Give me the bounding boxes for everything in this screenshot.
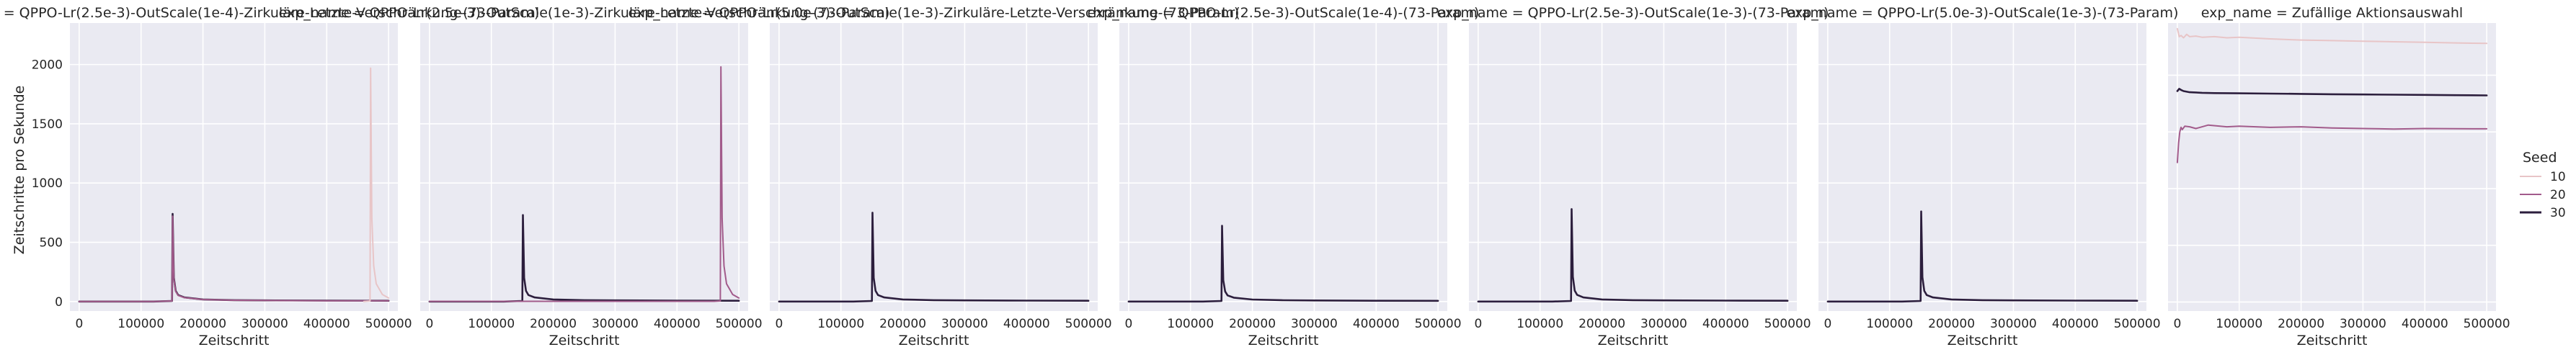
x-tick-label: 300000 bbox=[1640, 317, 1687, 331]
x-tick-label: 100000 bbox=[2216, 317, 2262, 331]
x-tick-label: 100000 bbox=[817, 317, 864, 331]
panel-title: exp_name = QPPO-Lr(2.5e-3)-OutScale(1e-4… bbox=[1088, 5, 1480, 21]
x-tick-label: 0 bbox=[1124, 317, 1132, 331]
x-axis-label: Zeitschritt bbox=[899, 333, 969, 348]
panel-title: exp_name = QPPO-Lr(5.0e-3)-OutScale(1e-3… bbox=[629, 5, 1240, 21]
plot-area bbox=[70, 23, 398, 311]
legend-label-seed-20: 20 bbox=[2550, 188, 2566, 202]
x-tick-label: 200000 bbox=[1928, 317, 1975, 331]
panel-7: 0 100000 200000 300000 400000 500000 exp_name … bbox=[2168, 5, 2510, 348]
x-axis-label: Zeitschritt bbox=[199, 333, 270, 348]
x-axis-label: Zeitschritt bbox=[549, 333, 620, 348]
plot-area bbox=[770, 23, 1098, 311]
panel-1: 0 100000 200000 300000 400000 500000 0 500 1000 1… bbox=[0, 5, 539, 348]
series-line-seed-30 bbox=[2176, 88, 2488, 96]
x-tick-label: 300000 bbox=[2340, 317, 2386, 331]
panel-title: exp_name = QPPO-Lr(2.5e-3)-OutScale(1e-4… bbox=[0, 5, 539, 21]
plot-area bbox=[1119, 23, 1447, 311]
x-tick-label: 300000 bbox=[241, 317, 288, 331]
x-tick-label: 400000 bbox=[654, 317, 701, 331]
series-line-seed-30 bbox=[1477, 208, 1789, 303]
legend-title: Seed bbox=[2523, 150, 2557, 166]
x-tick-label: 500000 bbox=[2464, 317, 2510, 331]
x-tick-label: 500000 bbox=[1415, 317, 1462, 331]
y-tick-label: 1000 bbox=[32, 176, 63, 191]
x-tick-label: 100000 bbox=[117, 317, 164, 331]
x-tick-label: 0 bbox=[775, 317, 783, 331]
x-tick-label: 100000 bbox=[1167, 317, 1214, 331]
series-line-seed-10 bbox=[2176, 27, 2488, 45]
x-tick-label: 400000 bbox=[303, 317, 350, 331]
series-line-seed-30 bbox=[1826, 210, 2138, 303]
x-tick-label: 400000 bbox=[1003, 317, 1050, 331]
x-tick-label: 200000 bbox=[2278, 317, 2324, 331]
x-tick-label: 0 bbox=[75, 317, 83, 331]
legend-label-seed-10: 10 bbox=[2550, 170, 2566, 184]
x-axis-label: Zeitschritt bbox=[2297, 333, 2368, 348]
x-tick-label: 200000 bbox=[879, 317, 926, 331]
y-axis-label: Zeitschritte pro Sekunde bbox=[12, 86, 27, 255]
series-line-seed-20 bbox=[428, 66, 740, 302]
legend: Seed 10 20 30 bbox=[2520, 150, 2566, 220]
y-tick-label: 2000 bbox=[32, 58, 63, 73]
y-tick-label: 0 bbox=[55, 295, 63, 310]
x-tick-label: 200000 bbox=[1578, 317, 1625, 331]
series-line-seed-20 bbox=[78, 215, 390, 302]
x-tick-label: 500000 bbox=[2114, 317, 2161, 331]
x-tick-label: 300000 bbox=[941, 317, 988, 331]
legend-label-seed-30: 30 bbox=[2550, 206, 2566, 220]
x-tick-label: 400000 bbox=[2402, 317, 2448, 331]
panel-3: 0 100000 200000 300000 400000 500000 exp_name … bbox=[629, 5, 1240, 348]
plot-area bbox=[420, 23, 748, 311]
x-tick-label: 0 bbox=[1474, 317, 1482, 331]
x-tick-label: 400000 bbox=[1353, 317, 1400, 331]
x-tick-label: 200000 bbox=[1229, 317, 1276, 331]
x-tick-label: 100000 bbox=[1516, 317, 1563, 331]
panel-5: 0 100000 200000 300000 400000 500000 exp_name … bbox=[1437, 5, 1829, 348]
x-axis-label: Zeitschritt bbox=[1248, 333, 1319, 348]
facet-panels: 0 100000 200000 300000 400000 500000050010001… bbox=[0, 5, 2510, 348]
y-tick-label: 500 bbox=[40, 236, 63, 251]
x-tick-label: 300000 bbox=[1291, 317, 1338, 331]
y-tick-label: 1500 bbox=[32, 117, 63, 132]
plot-area bbox=[1818, 23, 2146, 311]
series-line-seed-10 bbox=[363, 67, 390, 302]
x-tick-label: 0 bbox=[2173, 317, 2181, 331]
x-axis-label: Zeitschritt bbox=[1598, 333, 1669, 348]
x-tick-label: 400000 bbox=[1702, 317, 1749, 331]
x-tick-label: 300000 bbox=[1990, 317, 2037, 331]
panel-6: 0 100000 200000 300000 400000 500000 exp_name … bbox=[1787, 5, 2179, 348]
x-tick-label: 0 bbox=[1824, 317, 1831, 331]
x-tick-label: 400000 bbox=[2052, 317, 2099, 331]
x-tick-label: 200000 bbox=[530, 317, 577, 331]
panel-4: 0 100000 200000 300000 400000 500000 exp_name … bbox=[1088, 5, 1480, 348]
series-line-seed-30 bbox=[1127, 225, 1439, 303]
panel-title: exp_name = QPPO-Lr(2.5e-3)-OutScale(1e-3… bbox=[279, 5, 890, 21]
x-tick-label: 0 bbox=[425, 317, 433, 331]
x-tick-label: 200000 bbox=[179, 317, 226, 331]
x-tick-label: 300000 bbox=[592, 317, 639, 331]
x-tick-label: 100000 bbox=[468, 317, 515, 331]
x-tick-label: 500000 bbox=[716, 317, 763, 331]
panel-2: 0 100000 200000 300000 400000 500000 exp_name … bbox=[279, 5, 890, 348]
panel-title: exp_name = QPPO-Lr(2.5e-3)-OutScale(1e-3… bbox=[1437, 5, 1829, 21]
plot-area bbox=[2168, 23, 2496, 311]
x-tick-label: 500000 bbox=[1764, 317, 1811, 331]
x-tick-label: 500000 bbox=[1065, 317, 1112, 331]
series-line-seed-20 bbox=[2176, 124, 2488, 163]
panel-title: exp_name = QPPO-Lr(5.0e-3)-OutScale(1e-3… bbox=[1787, 5, 2179, 21]
series-line-seed-30 bbox=[778, 212, 1090, 303]
x-tick-label: 100000 bbox=[1866, 317, 1913, 331]
x-axis-label: Zeitschritt bbox=[1947, 333, 2018, 348]
panel-title: exp_name = Zufällige Aktionsauswahl bbox=[2201, 5, 2463, 21]
plot-area bbox=[1469, 23, 1797, 311]
x-tick-label: 500000 bbox=[365, 317, 412, 331]
